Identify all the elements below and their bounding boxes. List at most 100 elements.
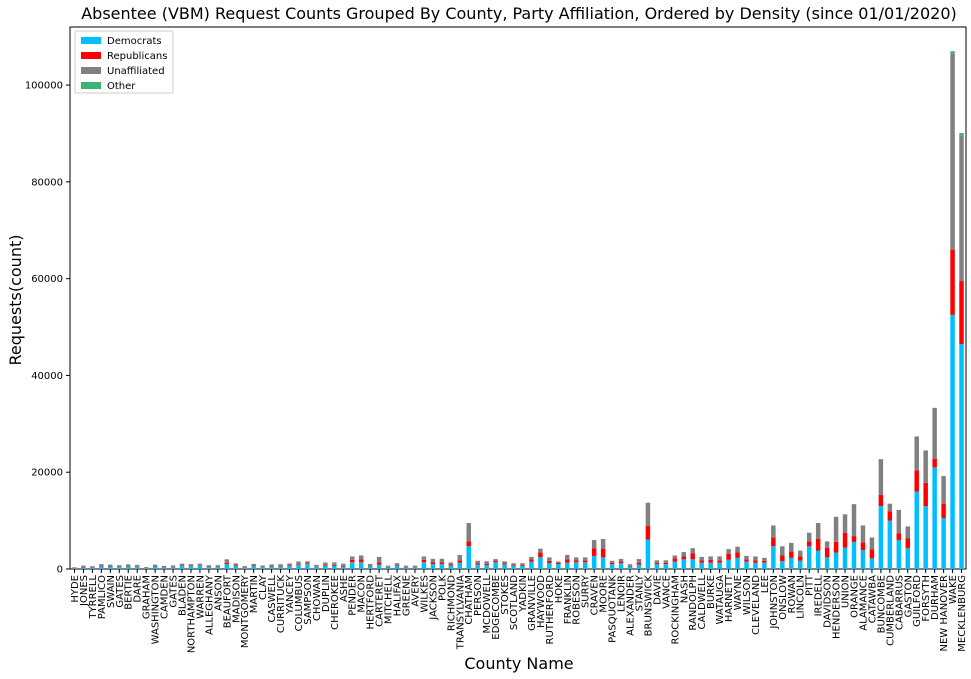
bar-segment	[466, 546, 471, 569]
x-tick-label: BRUNSWICK	[643, 575, 654, 637]
bar-segment	[323, 562, 328, 565]
x-tick-label: MECKLENBURG	[957, 575, 968, 652]
bar-segment	[690, 559, 695, 569]
bar-segment	[618, 563, 624, 569]
bar-segment	[134, 566, 140, 569]
bar-segment	[914, 491, 919, 569]
bar-segment	[735, 557, 740, 569]
bar-segment	[744, 561, 749, 569]
bar-segment	[511, 565, 516, 569]
bar-segment	[699, 560, 704, 563]
bar-segment	[744, 555, 749, 560]
bar-segment	[475, 560, 480, 564]
bar-segment	[600, 557, 606, 569]
bar-segment	[251, 566, 256, 569]
bar-segment	[117, 566, 122, 569]
bar-segment	[520, 566, 525, 569]
x-tick-label: ALAMANCE	[858, 575, 869, 631]
bar-segment	[547, 563, 552, 569]
bar-segment	[134, 564, 140, 567]
bar-segment	[771, 525, 776, 538]
x-tick-label: WARREN	[195, 575, 206, 619]
bar-segment	[197, 563, 203, 566]
bar-segment	[869, 549, 875, 559]
legend-swatch	[81, 67, 101, 74]
x-tick-label: JONES	[79, 575, 90, 607]
bar-segment	[609, 560, 615, 563]
bar-segment	[224, 564, 230, 569]
bar-segment	[869, 537, 875, 550]
bar-segment	[367, 566, 373, 569]
bar-segment	[520, 565, 525, 567]
bar-segment	[574, 562, 579, 569]
x-tick-label: WAYNE	[733, 575, 744, 610]
bar-segment	[215, 565, 221, 567]
bar-segment	[341, 563, 346, 566]
bar-segment	[466, 523, 471, 542]
bar-segment	[636, 562, 642, 565]
bar-segment	[81, 567, 86, 569]
bar-segment	[206, 565, 212, 568]
bar-segment	[824, 547, 830, 558]
bar-segment	[663, 562, 669, 565]
x-tick-label: GATES	[169, 575, 180, 608]
x-tick-label: NASH	[679, 575, 690, 603]
bar-segment	[654, 562, 660, 565]
x-tick-label: BERTIE	[124, 575, 135, 610]
bar-segment	[152, 566, 158, 569]
bar-segment	[511, 564, 516, 566]
axes-frame	[69, 26, 967, 570]
bar-segment	[529, 559, 534, 562]
x-tick-label: BURKE	[706, 575, 717, 609]
bar-segment	[672, 555, 678, 559]
bar-segment	[278, 564, 283, 566]
bar-segment	[520, 563, 525, 566]
bar-segment	[627, 566, 633, 569]
x-tick-label: MADISON	[231, 575, 242, 623]
bar-segment	[582, 562, 588, 569]
bar-segment	[717, 556, 722, 561]
bar-segment	[771, 546, 776, 569]
bar-segment	[547, 557, 552, 561]
bar-segment	[878, 494, 884, 507]
x-tick-label: RANDOLPH	[688, 575, 699, 631]
x-tick-label: PITT	[805, 574, 816, 596]
bar-segment	[457, 562, 462, 569]
bar-segment	[636, 559, 642, 563]
bar-segment	[914, 436, 919, 471]
x-tick-label: JACKSON	[428, 575, 439, 621]
bar-segment	[188, 564, 194, 566]
x-tick-label: SURRY	[581, 574, 592, 608]
bar-segment	[681, 552, 686, 557]
y-tick-label: 60000	[31, 274, 63, 285]
bar-segment	[735, 552, 740, 558]
bar-segment	[412, 567, 418, 569]
bar-segment	[287, 566, 292, 569]
bar-segment	[896, 533, 902, 540]
x-axis-label: County Name	[464, 654, 573, 673]
bar-segment	[126, 564, 131, 567]
x-tick-label: WASHINGTON	[151, 575, 162, 644]
x-tick-label: POLK	[437, 575, 448, 601]
bar-segment	[789, 551, 794, 558]
x-tick-label: GATES	[115, 575, 126, 608]
x-tick-label: LENOIR	[617, 575, 628, 612]
bar-segment	[466, 541, 471, 547]
bar-segment	[394, 563, 400, 566]
bar-segment	[654, 564, 660, 569]
bar-segment	[81, 565, 86, 568]
bar-segment	[842, 532, 848, 548]
x-tick-label: ALEXANDER	[626, 575, 637, 636]
bar-segment	[502, 564, 507, 569]
bar-segment	[367, 565, 373, 567]
bar-segment	[672, 558, 678, 562]
x-tick-label: HYDE	[70, 575, 81, 603]
x-tick-label: RUTHERFORD	[545, 575, 556, 645]
bar-segment	[950, 249, 955, 315]
bar-segment	[798, 560, 803, 569]
x-tick-label: BUNCOMBE	[876, 575, 887, 633]
bar-segment	[959, 135, 964, 282]
bar-segment	[421, 562, 427, 569]
bar-segment	[224, 562, 230, 565]
x-tick-label: CARTERET	[375, 574, 386, 627]
